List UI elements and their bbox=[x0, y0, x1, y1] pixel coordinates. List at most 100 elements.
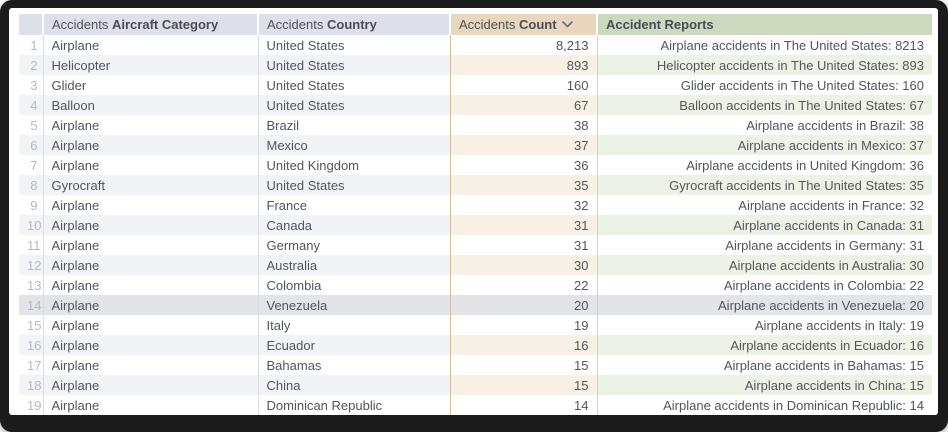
aircraft-category-cell[interactable]: Airplane bbox=[43, 335, 259, 355]
aircraft-category-cell[interactable]: Balloon bbox=[43, 95, 259, 115]
table-row[interactable]: 2 Helicopter United States 893 Helicopter ac… bbox=[19, 55, 932, 75]
accident-report-cell[interactable]: Airplane accidents in United Kingdom: 36 bbox=[597, 155, 932, 175]
country-cell[interactable]: Ecuador bbox=[258, 335, 451, 355]
count-cell[interactable]: 35 bbox=[450, 175, 598, 195]
count-cell[interactable]: 30 bbox=[450, 255, 598, 275]
count-cell[interactable]: 31 bbox=[450, 215, 598, 235]
table-row[interactable]: 15 Airplane Italy 19 Airplane accidents in I… bbox=[19, 315, 932, 335]
row-number-cell: 8 bbox=[19, 175, 44, 195]
accident-report-cell[interactable]: Airplane accidents in Bahamas: 15 bbox=[597, 355, 932, 375]
accident-report-cell[interactable]: Airplane accidents in The United States:… bbox=[597, 35, 932, 55]
country-cell[interactable]: United Kingdom bbox=[258, 155, 451, 175]
country-cell[interactable]: Canada bbox=[258, 215, 451, 235]
country-cell[interactable]: France bbox=[258, 195, 451, 215]
country-cell[interactable]: Dominican Republic bbox=[258, 395, 451, 415]
aircraft-category-cell[interactable]: Airplane bbox=[43, 155, 259, 175]
accident-report-cell[interactable]: Airplane accidents in Canada: 31 bbox=[597, 215, 932, 235]
aircraft-category-cell[interactable]: Airplane bbox=[43, 375, 259, 395]
table-row[interactable]: 14 Airplane Venezuela 20 Airplane accidents … bbox=[19, 295, 932, 315]
table-row[interactable]: 13 Airplane Colombia 22 Airplane accidents i… bbox=[19, 275, 932, 295]
aircraft-category-cell[interactable]: Glider bbox=[43, 75, 259, 95]
accident-report-cell[interactable]: Airplane accidents in Ecuador: 16 bbox=[597, 335, 932, 355]
table-row[interactable]: 6 Airplane Mexico 37 Airplane accidents in M… bbox=[19, 135, 932, 155]
table-row[interactable]: 12 Airplane Australia 30 Airplane accidents … bbox=[19, 255, 932, 275]
count-cell[interactable]: 67 bbox=[450, 95, 598, 115]
aircraft-category-cell[interactable]: Airplane bbox=[43, 295, 259, 315]
accident-report-cell[interactable]: Airplane accidents in Brazil: 38 bbox=[597, 115, 932, 135]
count-cell[interactable]: 36 bbox=[450, 155, 598, 175]
accident-report-cell[interactable]: Airplane accidents in Colombia: 22 bbox=[597, 275, 932, 295]
country-cell[interactable]: Mexico bbox=[258, 135, 451, 155]
country-cell[interactable]: United States bbox=[258, 35, 451, 55]
count-cell[interactable]: 14 bbox=[450, 395, 598, 415]
accident-report-cell[interactable]: Airplane accidents in Venezuela: 20 bbox=[597, 295, 932, 315]
count-cell[interactable]: 15 bbox=[450, 355, 598, 375]
accident-report-cell[interactable]: Airplane accidents in Australia: 30 bbox=[597, 255, 932, 275]
table-row[interactable]: 8 Gyrocraft United States 35 Gyrocraft accid… bbox=[19, 175, 932, 195]
count-cell[interactable]: 15 bbox=[450, 375, 598, 395]
count-cell[interactable]: 20 bbox=[450, 295, 598, 315]
column-header-accident-reports[interactable]: Accident Reports bbox=[596, 14, 932, 35]
table-row[interactable]: 17 Airplane Bahamas 15 Airplane accidents in… bbox=[19, 355, 932, 375]
country-cell[interactable]: China bbox=[258, 375, 451, 395]
count-cell[interactable]: 893 bbox=[450, 55, 598, 75]
aircraft-category-cell[interactable]: Airplane bbox=[43, 355, 259, 375]
country-cell[interactable]: Brazil bbox=[258, 115, 451, 135]
column-header-aircraft-category[interactable]: Accidents Aircraft Category bbox=[42, 14, 258, 35]
table-row[interactable]: 5 Airplane Brazil 38 Airplane accidents in B… bbox=[19, 115, 932, 135]
accident-report-cell[interactable]: Helicopter accidents in The United State… bbox=[597, 55, 932, 75]
accident-report-cell[interactable]: Airplane accidents in Mexico: 37 bbox=[597, 135, 932, 155]
aircraft-category-cell[interactable]: Gyrocraft bbox=[43, 175, 259, 195]
accident-report-cell[interactable]: Airplane accidents in Italy: 19 bbox=[597, 315, 932, 335]
country-cell[interactable]: Australia bbox=[258, 255, 451, 275]
country-cell[interactable]: Bahamas bbox=[258, 355, 451, 375]
aircraft-category-cell[interactable]: Airplane bbox=[43, 235, 259, 255]
aircraft-category-cell[interactable]: Airplane bbox=[43, 255, 259, 275]
count-cell[interactable]: 160 bbox=[450, 75, 598, 95]
table-row[interactable]: 19 Airplane Dominican Republic 14 Airplane a… bbox=[19, 395, 932, 415]
count-cell[interactable]: 22 bbox=[450, 275, 598, 295]
table-row[interactable]: 7 Airplane United Kingdom 36 Airplane accide… bbox=[19, 155, 932, 175]
count-cell[interactable]: 32 bbox=[450, 195, 598, 215]
aircraft-category-cell[interactable]: Airplane bbox=[43, 35, 259, 55]
accident-report-cell[interactable]: Balloon accidents in The United States: … bbox=[597, 95, 932, 115]
country-cell[interactable]: Italy bbox=[258, 315, 451, 335]
count-cell[interactable]: 19 bbox=[450, 315, 598, 335]
aircraft-category-cell[interactable]: Airplane bbox=[43, 115, 259, 135]
aircraft-category-cell[interactable]: Airplane bbox=[43, 275, 259, 295]
accident-report-cell[interactable]: Glider accidents in The United States: 1… bbox=[597, 75, 932, 95]
table-row[interactable]: 1 Airplane United States 8,213 Airplane acci… bbox=[19, 35, 932, 55]
accident-report-cell[interactable]: Airplane accidents in China: 15 bbox=[597, 375, 932, 395]
count-cell[interactable]: 8,213 bbox=[450, 35, 598, 55]
country-cell[interactable]: United States bbox=[258, 75, 451, 95]
country-cell[interactable]: Germany bbox=[258, 235, 451, 255]
accident-report-cell[interactable]: Airplane accidents in France: 32 bbox=[597, 195, 932, 215]
aircraft-category-cell[interactable]: Airplane bbox=[43, 215, 259, 235]
aircraft-category-cell[interactable]: Airplane bbox=[43, 195, 259, 215]
count-cell[interactable]: 38 bbox=[450, 115, 598, 135]
country-cell[interactable]: Venezuela bbox=[258, 295, 451, 315]
count-cell[interactable]: 16 bbox=[450, 335, 598, 355]
aircraft-category-cell[interactable]: Helicopter bbox=[43, 55, 259, 75]
country-cell[interactable]: United States bbox=[258, 95, 451, 115]
aircraft-category-cell[interactable]: Airplane bbox=[43, 135, 259, 155]
table-row[interactable]: 3 Glider United States 160 Glider accidents … bbox=[19, 75, 932, 95]
aircraft-category-cell[interactable]: Airplane bbox=[43, 395, 259, 415]
count-cell[interactable]: 31 bbox=[450, 235, 598, 255]
table-row[interactable]: 9 Airplane France 32 Airplane accidents in F… bbox=[19, 195, 932, 215]
accident-report-cell[interactable]: Airplane accidents in Germany: 31 bbox=[597, 235, 932, 255]
table-row[interactable]: 10 Airplane Canada 31 Airplane accidents in … bbox=[19, 215, 932, 235]
accident-report-cell[interactable]: Airplane accidents in Dominican Republic… bbox=[597, 395, 932, 415]
table-row[interactable]: 4 Balloon United States 67 Balloon accidents… bbox=[19, 95, 932, 115]
country-cell[interactable]: United States bbox=[258, 55, 451, 75]
country-cell[interactable]: United States bbox=[258, 175, 451, 195]
table-row[interactable]: 18 Airplane China 15 Airplane accidents in C… bbox=[19, 375, 932, 395]
country-cell[interactable]: Colombia bbox=[258, 275, 451, 295]
table-row[interactable]: 11 Airplane Germany 31 Airplane accidents in… bbox=[19, 235, 932, 255]
column-header-country[interactable]: Accidents Country bbox=[257, 14, 450, 35]
aircraft-category-cell[interactable]: Airplane bbox=[43, 315, 259, 335]
column-header-count[interactable]: Accidents Count bbox=[449, 14, 597, 35]
accident-report-cell[interactable]: Gyrocraft accidents in The United States… bbox=[597, 175, 932, 195]
count-cell[interactable]: 37 bbox=[450, 135, 598, 155]
table-row[interactable]: 16 Airplane Ecuador 16 Airplane accidents in… bbox=[19, 335, 932, 355]
